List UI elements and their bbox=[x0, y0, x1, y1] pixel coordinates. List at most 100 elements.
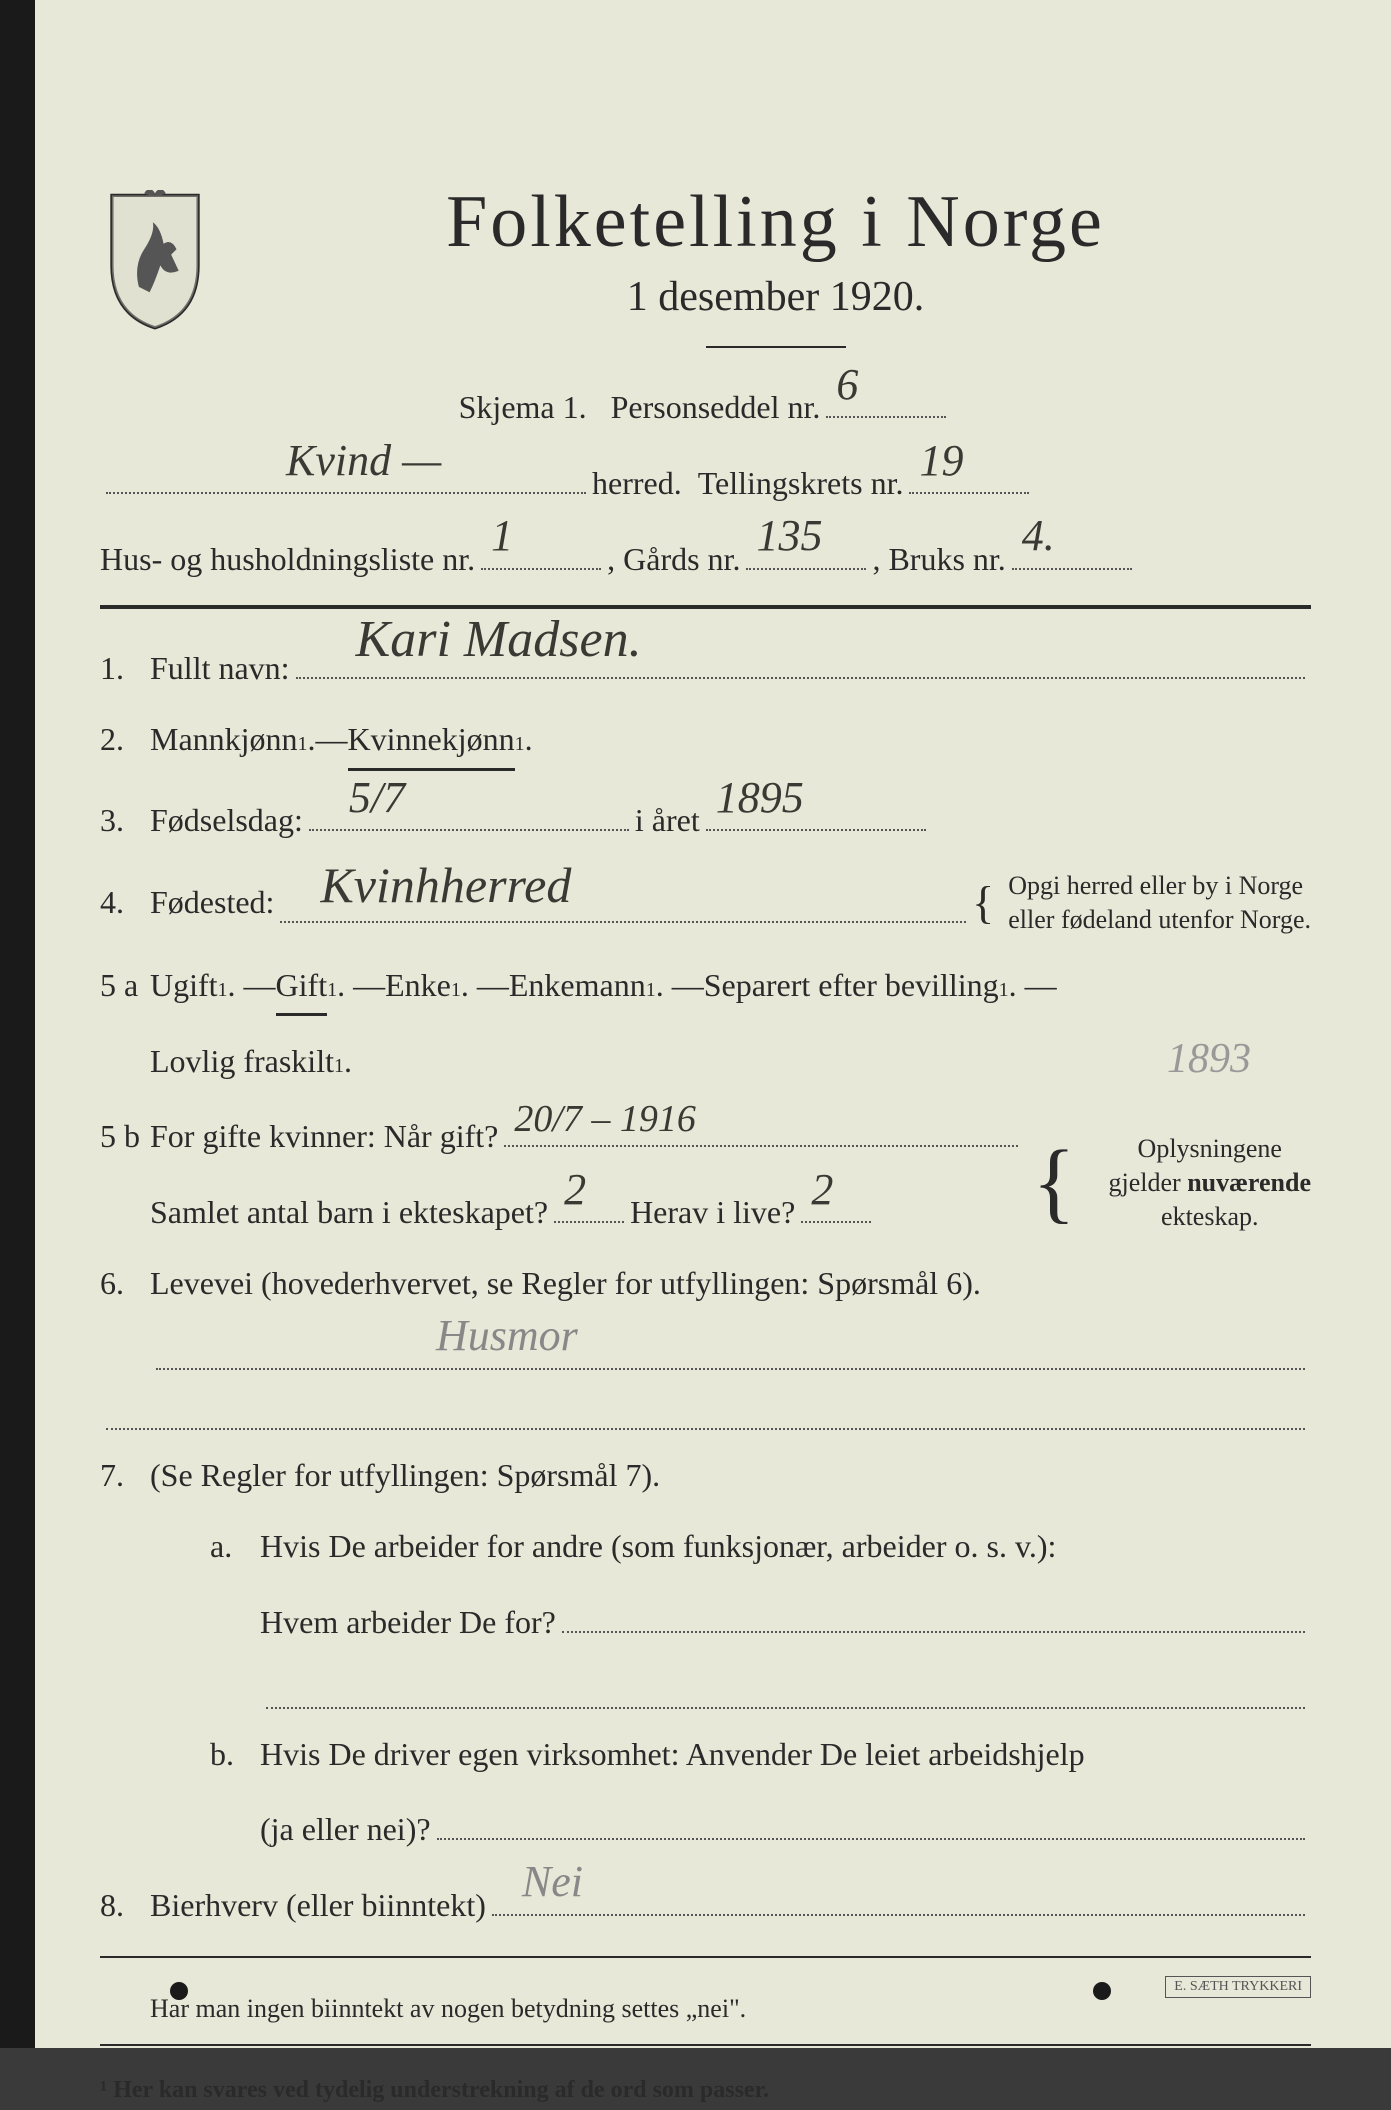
q7a-letter: a. bbox=[180, 1521, 260, 1572]
sup: 1 bbox=[218, 974, 228, 1006]
q7a-field bbox=[562, 1593, 1305, 1633]
herred-value: Kvind — bbox=[286, 426, 441, 496]
q5b-block: 5 b For gifte kvinner: Når gift? 20/7 – … bbox=[100, 1107, 1311, 1258]
q3-line: 3. Fødselsdag: 5/7 i året 1895 bbox=[100, 791, 1311, 847]
sup: 1 bbox=[327, 974, 337, 1006]
divider-thin-2 bbox=[100, 2044, 1311, 2046]
q7a-line2: Hvem arbeider De for? bbox=[100, 1593, 1311, 1649]
q2-num: 2. bbox=[100, 714, 150, 765]
hus-label2: , Gårds nr. bbox=[607, 534, 740, 585]
q4-num: 4. bbox=[100, 877, 150, 928]
q7b-field bbox=[437, 1800, 1305, 1840]
hus-field1: 1 bbox=[481, 529, 601, 569]
q2-period1: . bbox=[308, 714, 316, 765]
q2-line: 2. Mannkjønn1. — Kvinnekjønn1. bbox=[100, 714, 1311, 770]
skjema-label-left: Skjema 1. bbox=[459, 382, 587, 433]
q5b-field2: 2 bbox=[554, 1183, 624, 1223]
q6-field: Husmor bbox=[156, 1329, 1305, 1369]
q7b-line1: b. Hvis De driver egen virksomhet: Anven… bbox=[100, 1729, 1311, 1780]
q7b-line2: (ja eller nei)? bbox=[100, 1800, 1311, 1856]
q4-value: Kvinhherred bbox=[320, 845, 571, 925]
footnote: ¹ Her kan svares ved tydelig understrekn… bbox=[100, 2071, 1311, 2109]
q5b-num: 5 b bbox=[100, 1111, 150, 1162]
q5a-enke: Enke bbox=[385, 960, 451, 1011]
punch-hole-icon bbox=[1093, 1982, 1111, 2000]
punch-hole-icon bbox=[170, 1982, 188, 2000]
herred-mid-label: herred. bbox=[592, 458, 682, 509]
divider-thick bbox=[100, 605, 1311, 609]
q2-dash: — bbox=[316, 714, 348, 765]
q5a-ugift: Ugift bbox=[150, 960, 218, 1011]
printer-stamp: E. SÆTH TRYKKERI bbox=[1165, 1976, 1311, 1998]
q7a-l2: Hvem arbeider De for? bbox=[260, 1597, 556, 1648]
q7b-l1: Hvis De driver egen virksomhet: Anvender… bbox=[260, 1729, 1085, 1780]
q8-value: Nei bbox=[522, 1847, 583, 1917]
q5b-line1: 5 b For gifte kvinner: Når gift? 20/7 – … bbox=[100, 1107, 1024, 1163]
q7-label: (Se Regler for utfyllingen: Spørsmål 7). bbox=[150, 1450, 660, 1501]
q3-day-field: 5/7 bbox=[309, 791, 629, 831]
q3-year: 1895 bbox=[716, 763, 804, 833]
q3-label: Fødselsdag: bbox=[150, 795, 303, 846]
q6-line2: Husmor bbox=[100, 1329, 1311, 1369]
q4-line: 4. Fødested: Kvinhherred { Opgi herred e… bbox=[100, 866, 1311, 940]
q6-value: Husmor bbox=[436, 1301, 578, 1371]
q7b-letter: b. bbox=[180, 1729, 260, 1780]
pencil-year: 1893 bbox=[1167, 1026, 1251, 1093]
q8-field: Nei bbox=[492, 1875, 1305, 1915]
q4-field: Kvinhherred bbox=[280, 883, 966, 923]
q5a-num: 5 a bbox=[100, 960, 150, 1011]
q5b-line2: Samlet antal barn i ekteskapet? 2 Herav … bbox=[100, 1183, 1024, 1239]
q4-note-l2: eller fødeland utenfor Norge. bbox=[1008, 905, 1311, 934]
census-form-page: Folketelling i Norge 1 desember 1920. Sk… bbox=[0, 0, 1391, 2048]
hus-field3: 4. bbox=[1012, 529, 1132, 569]
q7a-line1: a. Hvis De arbeider for andre (som funks… bbox=[100, 1521, 1311, 1572]
q5b-label3: Herav i live? bbox=[630, 1187, 795, 1238]
skjema-line: Skjema 1. Personseddel nr. 6 bbox=[100, 378, 1311, 434]
herred-field: Kvind — bbox=[106, 454, 586, 494]
title-block: Folketelling i Norge 1 desember 1920. bbox=[240, 180, 1311, 368]
q5b-label2: Samlet antal barn i ekteskapet? bbox=[150, 1187, 548, 1238]
subtitle: 1 desember 1920. bbox=[240, 273, 1311, 321]
footer-note: Har man ingen biinntekt av nogen betydni… bbox=[100, 1988, 1311, 2030]
q1-num: 1. bbox=[100, 643, 150, 694]
q5b-left: 5 b For gifte kvinner: Når gift? 20/7 – … bbox=[100, 1107, 1024, 1258]
skjema-value: 6 bbox=[836, 350, 858, 420]
q5a-line2: Lovlig fraskilt1. 1893 bbox=[100, 1036, 1311, 1087]
scan-edge bbox=[0, 0, 35, 2048]
q5b-val1: 20/7 – 1916 bbox=[514, 1089, 696, 1150]
q3-num: 3. bbox=[100, 795, 150, 846]
telling-field: 19 bbox=[909, 454, 1029, 494]
hus-label1: Hus- og husholdningsliste nr. bbox=[100, 534, 475, 585]
q1-label: Fullt navn: bbox=[150, 643, 290, 694]
q5b-val3: 2 bbox=[811, 1155, 833, 1225]
q6-field-blank bbox=[106, 1390, 1305, 1430]
q8-num: 8. bbox=[100, 1880, 150, 1931]
q2-sup1: 1 bbox=[298, 728, 308, 760]
q5a-line1: 5 a Ugift1. — Gift1. — Enke1. — Enkemann… bbox=[100, 960, 1311, 1016]
hus-val2: 135 bbox=[756, 501, 822, 571]
sup: 1 bbox=[999, 974, 1009, 1006]
sup: 1 bbox=[646, 974, 656, 1006]
brace-icon: { bbox=[972, 866, 994, 940]
q2-period2: . bbox=[525, 714, 533, 765]
q7a-line3 bbox=[100, 1668, 1311, 1708]
hus-val3: 4. bbox=[1022, 501, 1055, 571]
skjema-label-right: Personseddel nr. bbox=[611, 382, 821, 433]
skjema-field: 6 bbox=[826, 378, 946, 418]
q1-value: Kari Madsen. bbox=[356, 598, 642, 681]
q5b-val2: 2 bbox=[564, 1155, 586, 1225]
sup: 1 bbox=[334, 1050, 344, 1082]
q4-note-l1: Opgi herred eller by i Norge bbox=[1008, 871, 1303, 900]
q5a-enkemann: Enkemann bbox=[509, 960, 646, 1011]
q6-num: 6. bbox=[100, 1258, 150, 1309]
q5b-label1: For gifte kvinner: Når gift? bbox=[150, 1111, 498, 1162]
q5a-lovlig: Lovlig fraskilt bbox=[150, 1036, 334, 1087]
q2-mann: Mannkjønn bbox=[150, 714, 298, 765]
telling-value: 19 bbox=[919, 426, 963, 496]
main-title: Folketelling i Norge bbox=[240, 180, 1311, 265]
q8-line: 8. Bierhverv (eller biinntekt) Nei bbox=[100, 1875, 1311, 1931]
q2-sup2: 1 bbox=[515, 728, 525, 760]
coat-of-arms-icon bbox=[100, 190, 210, 330]
q5b-note-l3: ekteskap. bbox=[1161, 1202, 1258, 1231]
herred-line: Kvind — herred. Tellingskrets nr. 19 bbox=[100, 454, 1311, 510]
